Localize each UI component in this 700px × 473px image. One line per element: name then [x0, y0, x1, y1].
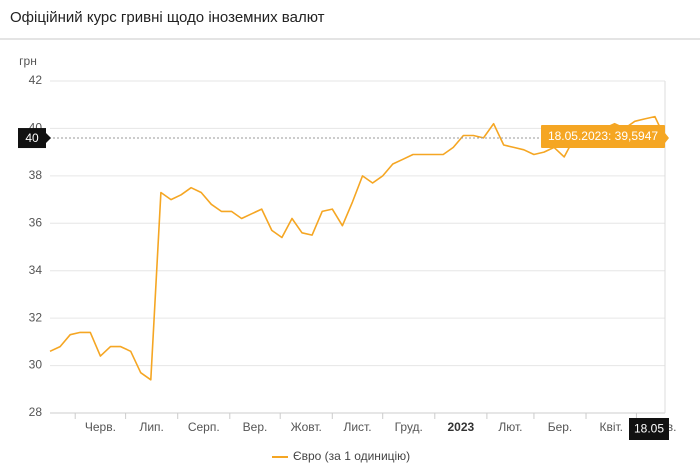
chart-title: Офіційний курс гривні щодо іноземних вал… [10, 9, 325, 26]
y-tick-label: 28 [29, 405, 43, 419]
y-tick-label: 36 [29, 215, 43, 229]
y-tick-label: 30 [29, 358, 43, 372]
x-tick-label: Лист. [343, 420, 371, 434]
y-tick-label: 32 [29, 310, 43, 324]
x-crosshair-box [629, 418, 669, 440]
tooltip-arrow [665, 133, 669, 144]
x-tick-label: Квіт. [599, 420, 623, 434]
series-line [49, 115, 666, 381]
x-tick-label: Серп. [188, 420, 220, 434]
x-crosshair-label: 18.05 [634, 422, 664, 436]
y-tick-label: 42 [29, 73, 43, 87]
y-crosshair-box [18, 128, 46, 149]
legend-label: Євро (за 1 одиницію) [293, 449, 410, 463]
x-tick-label: Лют. [498, 420, 522, 434]
y-tick-label: 34 [29, 263, 43, 277]
tooltip-text: 18.05.2023: 39,5947 [548, 129, 658, 143]
y-tick-label: 38 [29, 168, 43, 182]
y-axis-label: грн [19, 54, 37, 68]
x-tick-label: 2023 [447, 420, 474, 434]
x-tick-label: Вер. [243, 420, 268, 434]
x-tick-label: Черв. [85, 420, 116, 434]
x-tick-label: Бер. [548, 420, 573, 434]
x-tick-label: Жовт. [291, 420, 322, 434]
y-crosshair-arrow [46, 133, 51, 144]
tooltip-box [541, 125, 665, 149]
x-tick-label: Груд. [395, 420, 423, 434]
x-tick-label: Лип. [139, 420, 163, 434]
y-crosshair-label: 40 [25, 131, 39, 145]
